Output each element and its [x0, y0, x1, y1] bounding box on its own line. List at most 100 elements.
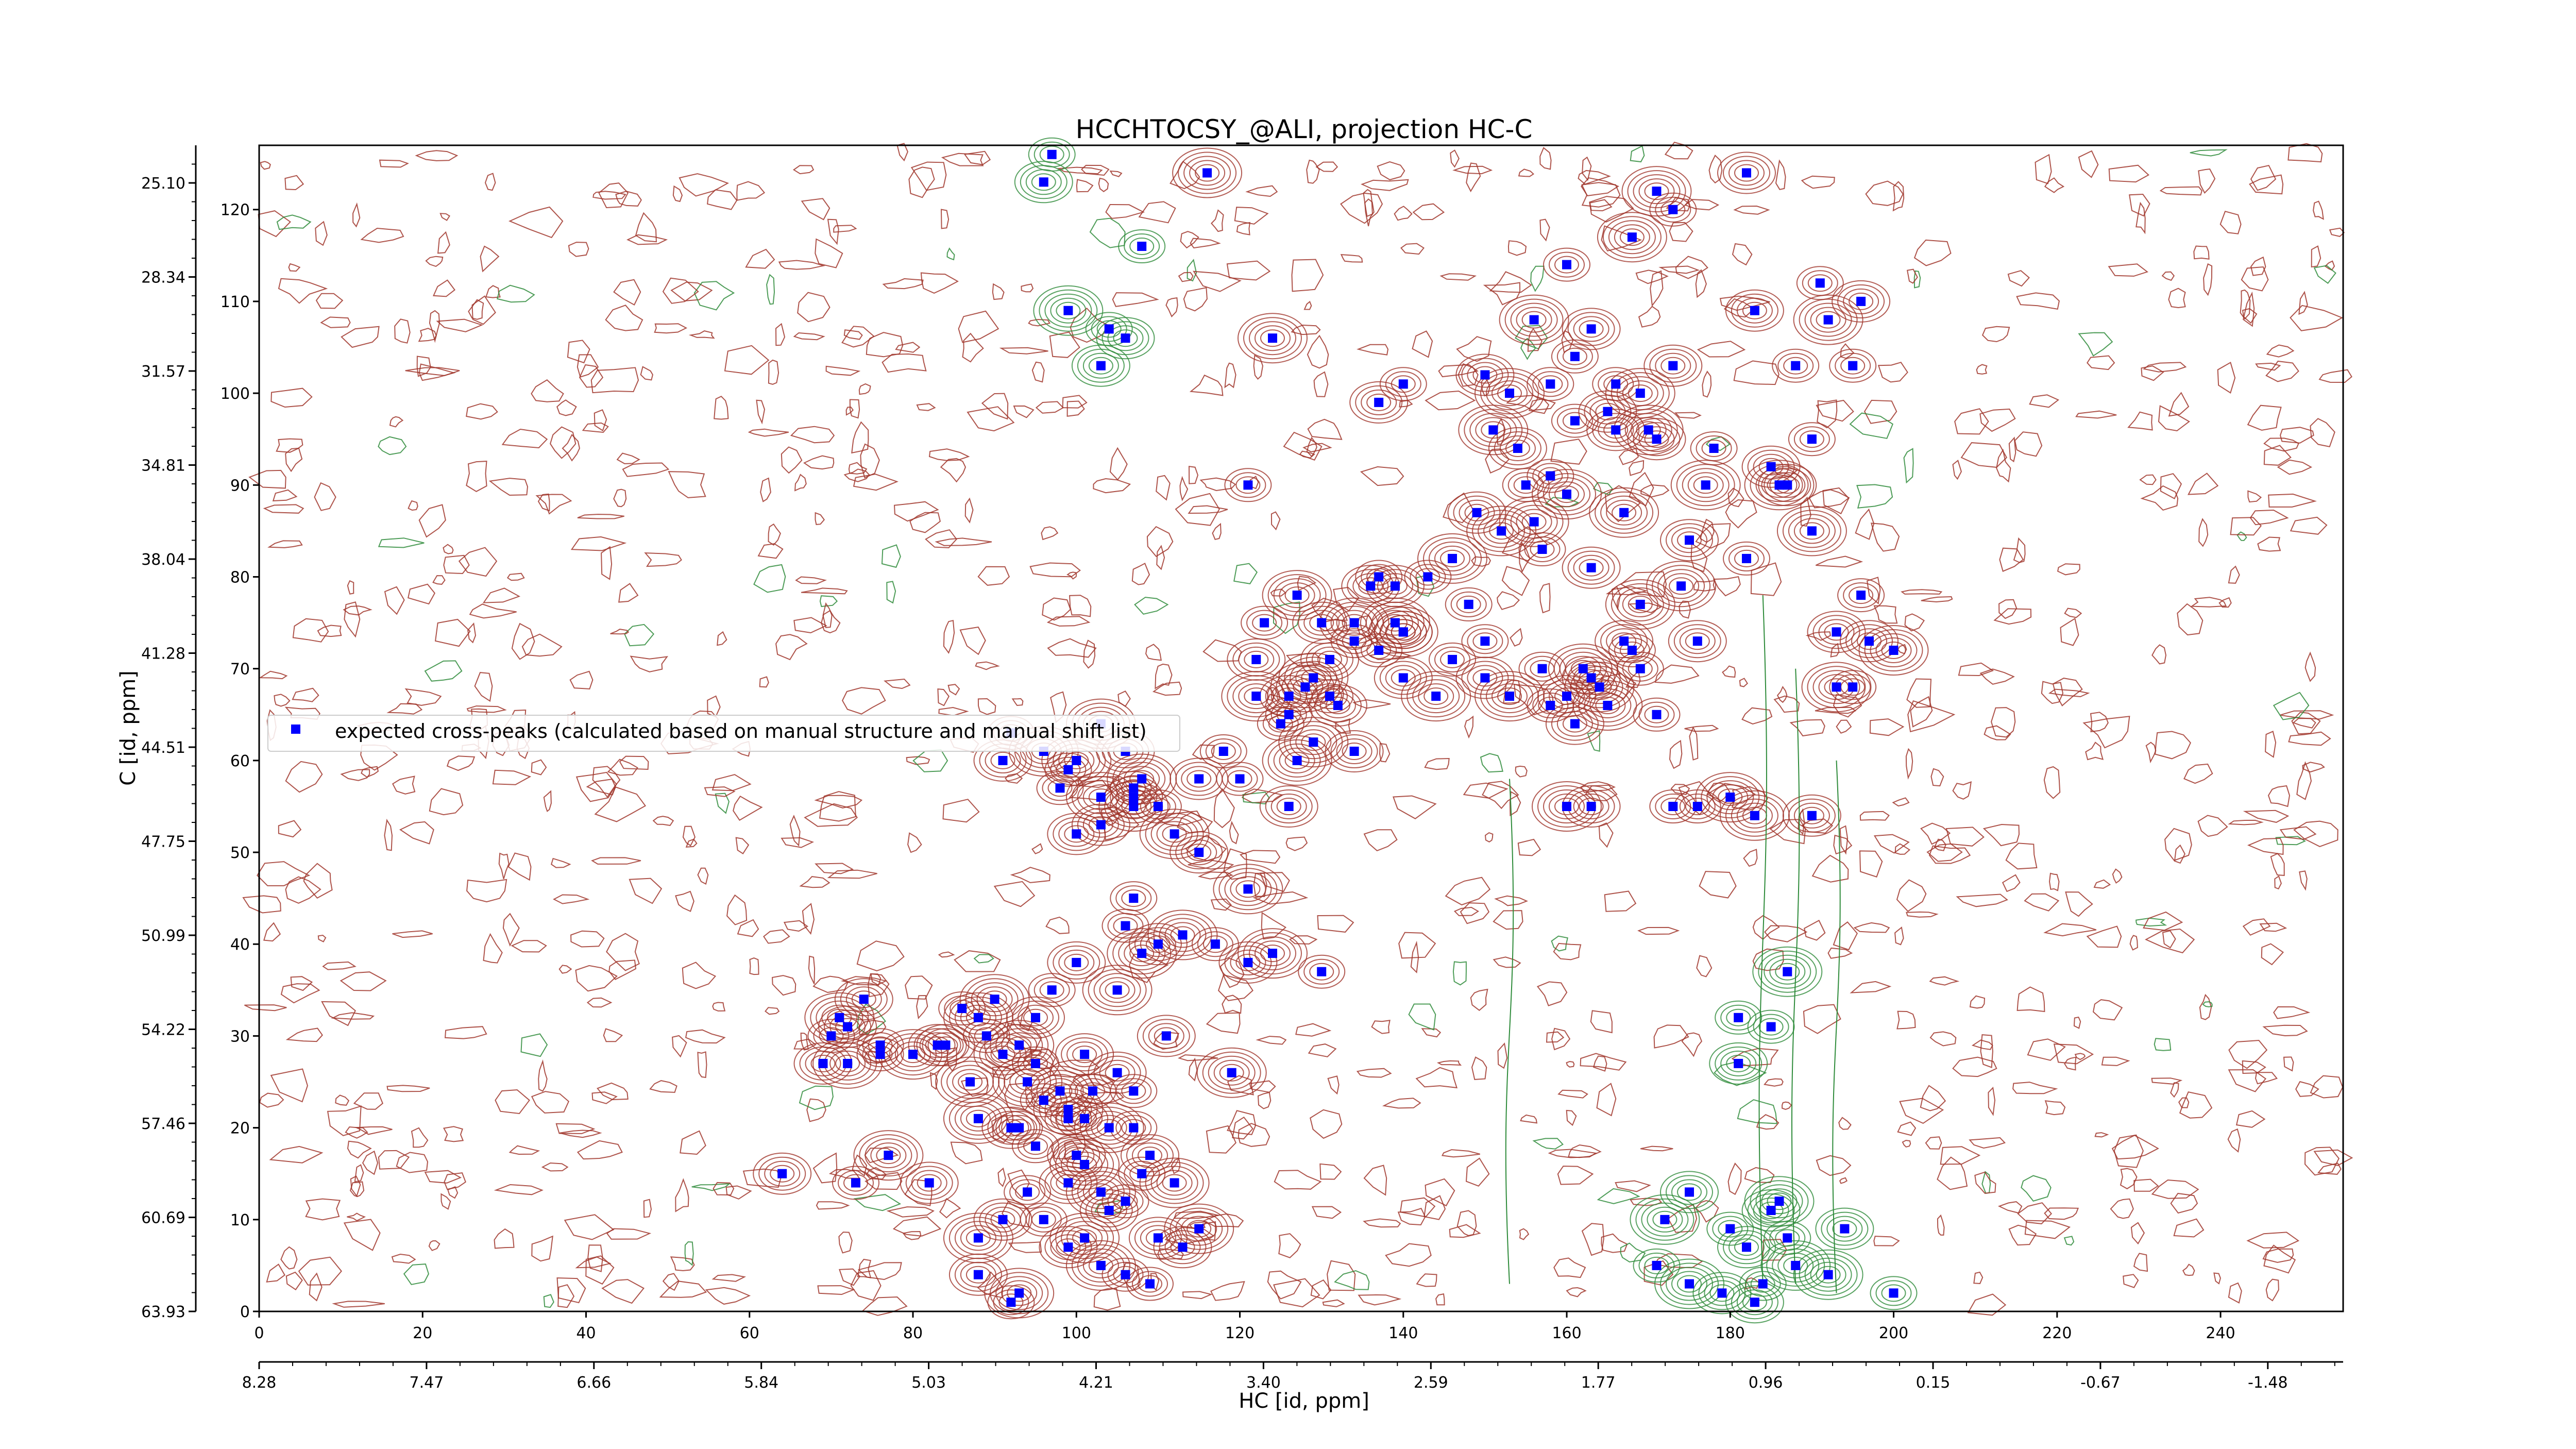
contour-ring: [1807, 611, 1866, 653]
contour-ring: [1124, 940, 1160, 967]
contour-line: [940, 209, 950, 229]
contour-ring: [1706, 780, 1754, 815]
contour-ring: [1312, 646, 1348, 672]
contour-line: [806, 1098, 826, 1122]
contour-line: [943, 619, 955, 654]
contour-line: [1497, 1042, 1508, 1069]
contour-line: [1278, 1233, 1301, 1258]
contour-ring: [1121, 889, 1146, 907]
contour-line: [1035, 401, 1064, 414]
contour-ring: [1187, 770, 1212, 788]
contour-line: [1307, 334, 1329, 369]
contour-ring: [1358, 577, 1383, 595]
contour-ring: [938, 991, 986, 1025]
contour-ring: [1494, 431, 1541, 465]
contour-line: [2087, 355, 2115, 370]
contour-line: [577, 354, 599, 378]
contour-line: [1412, 203, 1445, 221]
contour-ring: [958, 1073, 983, 1091]
contour-ring: [1799, 806, 1824, 824]
contour-ring: [1107, 325, 1144, 351]
cross-peak-marker: [1791, 1260, 1801, 1270]
contour-line: [1226, 260, 1271, 281]
contour-ring: [1769, 958, 1806, 985]
contour-ring: [1361, 389, 1397, 415]
ppm-y-tick-label: 63.93: [141, 1303, 185, 1321]
contour-ring: [1105, 981, 1130, 999]
contour-line: [425, 256, 444, 267]
contour-ring: [1612, 503, 1637, 521]
contour-line: [494, 1184, 544, 1195]
contour-ring: [1530, 541, 1555, 558]
contour-ring: [1284, 586, 1310, 604]
contour-ring: [1504, 298, 1564, 341]
contour-line: [1517, 838, 1541, 856]
contour-line: [2177, 603, 2204, 636]
contour-line: [2129, 935, 2138, 951]
contour-ring: [1776, 506, 1847, 557]
contour-line: [963, 150, 991, 165]
contour-ring: [1053, 945, 1100, 980]
contour-ring: [1450, 591, 1487, 617]
cross-peak-marker: [990, 995, 999, 1004]
contour-line: [1245, 185, 1278, 197]
contour-ring: [917, 1174, 942, 1192]
contour-ring: [959, 974, 1030, 1025]
contour-ring: [1801, 662, 1872, 713]
contour-ring: [1044, 1092, 1092, 1126]
contour-line: [1464, 715, 1474, 739]
cross-peak-marker: [1807, 434, 1817, 444]
contour-line: [629, 878, 663, 904]
contour-ring: [1845, 624, 1893, 659]
contour-line: [1146, 526, 1174, 558]
contour-line: [1470, 988, 1488, 1011]
contour-line: [819, 791, 856, 822]
cross-peak-marker: [973, 1114, 983, 1123]
contour-ring: [1521, 513, 1547, 531]
contour-ring: [1573, 665, 1609, 691]
contour-ring: [1178, 151, 1237, 194]
contour-line: [849, 399, 860, 419]
contour-line: [1805, 631, 1831, 641]
cross-peak-marker: [1014, 1288, 1024, 1298]
contour-ring: [1510, 504, 1558, 539]
contour-line: [379, 159, 409, 168]
x-tick-label: 120: [1225, 1324, 1255, 1342]
contour-line: [801, 198, 831, 221]
contour-ring: [1147, 909, 1218, 961]
contour-ring: [1317, 687, 1342, 705]
contour-line: [1436, 1060, 1462, 1066]
contour-ring: [1728, 160, 1765, 186]
contour-line: [466, 403, 498, 420]
contour-line: [1815, 706, 1857, 714]
contour-ring: [1489, 522, 1514, 540]
cross-peak-marker: [1096, 1187, 1106, 1197]
contour-line: [2108, 164, 2149, 183]
contour-line: [2060, 617, 2079, 646]
contour-ring: [1088, 357, 1113, 375]
contour-line: [1494, 895, 1529, 906]
contour-line: [2262, 1024, 2308, 1037]
contour-ring: [832, 1166, 879, 1200]
contour-ring: [1875, 1280, 1912, 1306]
contour-line: [992, 283, 1005, 300]
contour-line: [675, 1178, 689, 1212]
contour-ring: [810, 996, 869, 1039]
contour-line: [2290, 516, 2328, 535]
contour-line: [756, 399, 766, 425]
cross-peak-marker: [1685, 1279, 1694, 1289]
legend: expected cross-peaks (calculated based o…: [267, 715, 1180, 752]
contour-ring: [1455, 353, 1515, 396]
cross-peak-marker: [1856, 296, 1866, 306]
x-tick-label: 0: [254, 1324, 264, 1342]
contour-ring: [968, 1023, 1005, 1049]
contour-line: [1138, 201, 1176, 224]
contour-line: [2041, 681, 2064, 704]
contour-line: [608, 959, 637, 980]
contour-line: [1737, 1099, 1777, 1124]
cross-peak-marker: [941, 1040, 951, 1050]
contour-line: [1315, 161, 1338, 172]
contour-line: [691, 1183, 732, 1191]
contour-line: [1484, 832, 1494, 843]
contour-line: [443, 1126, 464, 1142]
